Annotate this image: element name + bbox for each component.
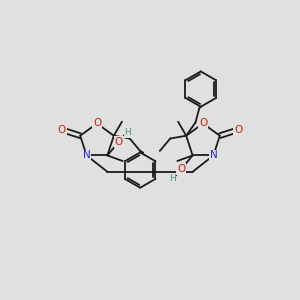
Text: N: N	[83, 151, 91, 160]
Text: H: H	[124, 128, 131, 137]
Text: N: N	[209, 151, 217, 160]
Text: H: H	[169, 173, 175, 182]
Text: O: O	[234, 125, 242, 135]
Text: O: O	[93, 118, 101, 128]
Text: O: O	[115, 137, 123, 147]
Text: O: O	[58, 125, 66, 135]
Text: O: O	[199, 118, 207, 128]
Text: O: O	[177, 164, 185, 174]
